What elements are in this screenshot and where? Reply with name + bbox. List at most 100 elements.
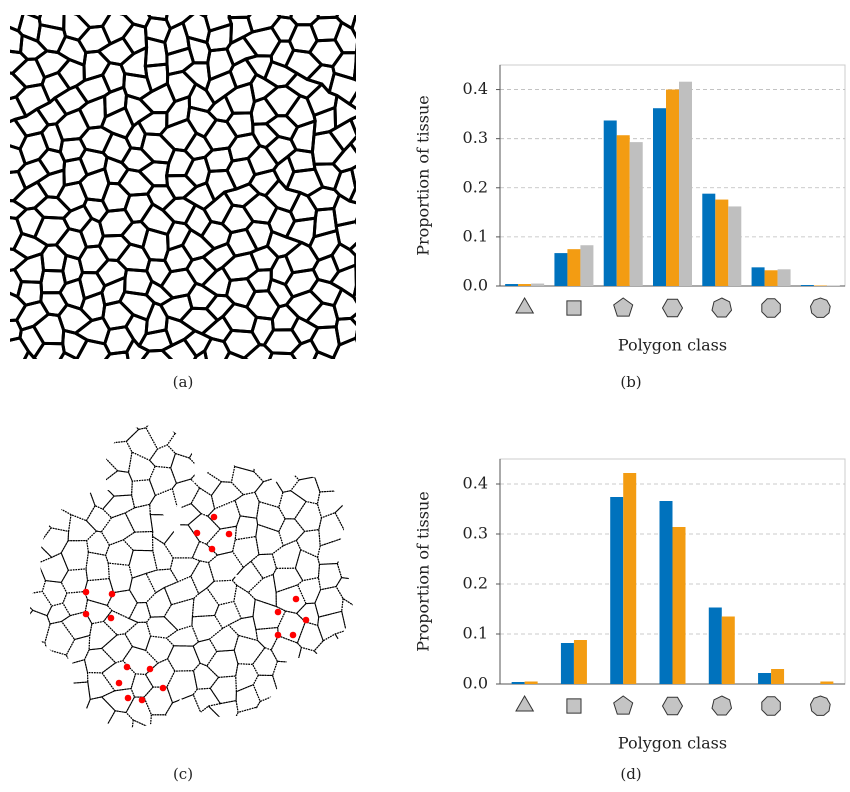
cell: [342, 599, 361, 631]
cell: [150, 515, 179, 544]
tissue-image: [0, 0, 386, 383]
category-icon: [516, 298, 533, 313]
cell: [333, 144, 364, 173]
cell: [19, 352, 45, 379]
cell: [40, 675, 70, 702]
cell: [333, 431, 364, 458]
bar: [778, 269, 791, 286]
bar: [765, 270, 778, 286]
cell: [254, 722, 278, 752]
cell: [352, 14, 376, 44]
cell: [229, 0, 257, 18]
cell: [350, 83, 380, 116]
cell: [0, 443, 12, 470]
cell: [85, 648, 116, 673]
cell: [18, 685, 52, 714]
category-icon: [762, 299, 781, 317]
y-tick-label: 0.4: [463, 474, 488, 493]
cell: [257, 502, 286, 532]
tissue-image: [0, 379, 369, 764]
cell: [349, 0, 378, 18]
cell: [37, 0, 63, 6]
cell: [167, 429, 200, 458]
cell: [292, 317, 318, 344]
cell: [129, 550, 157, 578]
cell: [233, 537, 259, 568]
cell: [139, 162, 169, 186]
cell: [85, 600, 112, 624]
cell: [66, 734, 97, 759]
bar: [722, 617, 735, 685]
cell: [334, 289, 361, 319]
y-tick-label: 0.4: [463, 79, 488, 98]
cell: [102, 634, 133, 663]
cell: [2, 671, 30, 703]
cell: [318, 539, 345, 565]
cell: [351, 113, 381, 135]
cell: [180, 308, 217, 334]
cell: [253, 124, 279, 148]
cell: [34, 343, 64, 368]
cell: [334, 195, 363, 226]
cell: [214, 380, 238, 408]
x-axis-label: Polygon class: [618, 336, 727, 355]
cell: [314, 708, 349, 737]
cell: [21, 419, 45, 449]
cell: [101, 735, 135, 764]
cell: [271, 707, 303, 739]
bar: [679, 82, 692, 286]
cell: [319, 513, 346, 546]
bar: [653, 108, 666, 286]
cell: [265, 353, 302, 380]
cell: [257, 695, 285, 726]
category-icon: [663, 697, 683, 714]
cell: [312, 658, 344, 690]
cell: [61, 541, 88, 571]
cell: [356, 39, 382, 67]
cell: [0, 702, 29, 727]
cell: [20, 444, 49, 466]
cell: [0, 160, 1, 189]
cell: [0, 537, 11, 570]
cell: [223, 352, 257, 380]
cell: [312, 132, 343, 165]
cell: [318, 420, 341, 448]
cell: [329, 73, 363, 104]
cell: [21, 464, 47, 497]
y-tick-label: 0.2: [463, 177, 488, 196]
cell: [225, 83, 254, 113]
cell: [223, 304, 256, 332]
cell: [37, 98, 66, 125]
cell: [165, 504, 202, 525]
bar: [623, 473, 636, 684]
cell: [99, 0, 125, 15]
cell: [292, 457, 326, 480]
cell: [149, 466, 176, 495]
cell: [0, 284, 1, 306]
category-icon: [614, 696, 633, 714]
cell: [45, 435, 72, 458]
cell: [103, 441, 132, 472]
cell: [0, 685, 10, 710]
cell: [297, 670, 324, 703]
cell: [146, 418, 175, 449]
cell: [0, 567, 4, 588]
cell: [252, 317, 273, 345]
cell: [22, 514, 52, 545]
cell: [232, 561, 263, 592]
cell: [4, 531, 30, 551]
bar: [604, 120, 617, 286]
category-icon: [516, 696, 533, 711]
cell: [339, 457, 363, 480]
x-axis-label: Polygon class: [618, 734, 727, 753]
category-icon: [567, 699, 581, 713]
cell: [164, 412, 200, 433]
y-tick-label: 0.3: [463, 128, 488, 147]
cell: [167, 71, 195, 101]
bar: [728, 206, 741, 286]
y-axis-label: Proportion of tissue: [414, 95, 433, 256]
bar: [702, 194, 715, 286]
cell: [209, 0, 233, 4]
cell: [131, 404, 152, 429]
